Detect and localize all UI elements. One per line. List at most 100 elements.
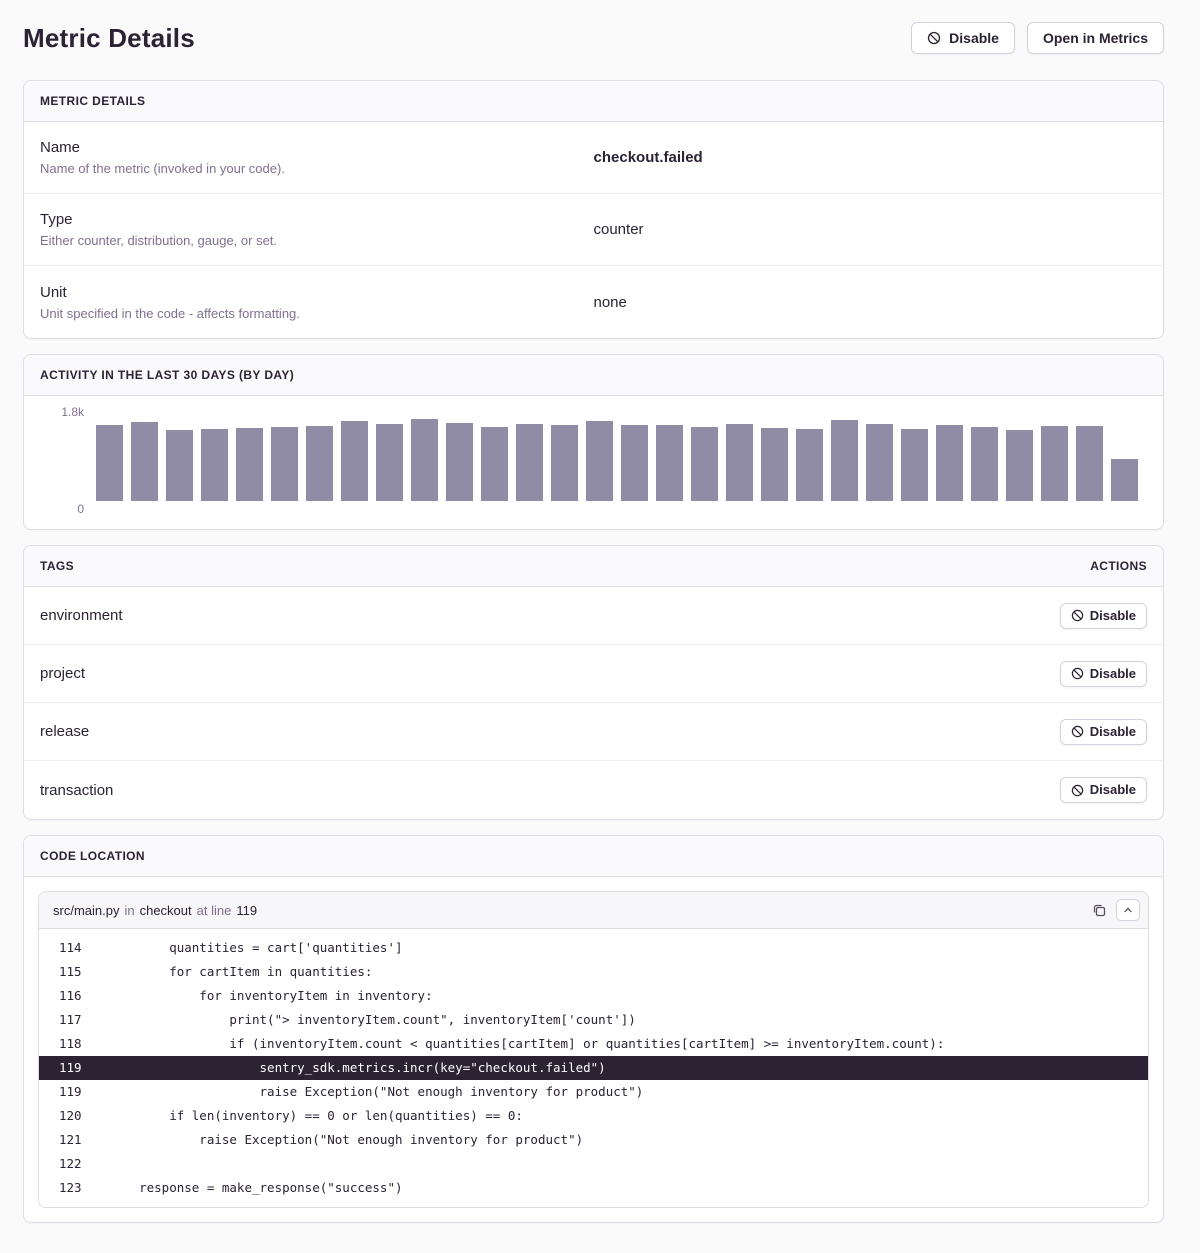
chart-bar[interactable] xyxy=(796,429,823,501)
detail-row-left: Unit Unit specified in the code - affects… xyxy=(40,284,594,321)
tag-row: project Disable xyxy=(24,645,1163,703)
chart-bar[interactable] xyxy=(1006,429,1033,501)
chart-bar[interactable] xyxy=(341,420,368,501)
collapse-code-button[interactable] xyxy=(1116,899,1140,921)
chart-bar[interactable] xyxy=(586,420,613,501)
tag-name: environment xyxy=(40,607,123,624)
code-line-number: 122 xyxy=(59,1156,82,1171)
disable-tag-button[interactable]: Disable xyxy=(1059,777,1147,803)
code-line-text: quantities = cart['quantities'] xyxy=(109,940,403,955)
code-line-text: print("> inventoryItem.count", inventory… xyxy=(109,1012,636,1027)
chart-bar[interactable] xyxy=(236,427,263,501)
disable-tag-label: Disable xyxy=(1089,607,1136,623)
chart-bar[interactable] xyxy=(936,424,963,501)
disable-tag-button[interactable]: Disable xyxy=(1059,660,1147,687)
chart-bar[interactable] xyxy=(481,426,508,501)
chart-bar[interactable] xyxy=(761,428,788,501)
metric-details-panel-header: METRIC DETAILS xyxy=(24,81,1163,122)
code-file-path: src/main.py xyxy=(53,902,120,918)
code-line: 116 for inventoryItem in inventory: xyxy=(39,984,1148,1008)
code-in-word: in xyxy=(124,902,135,918)
chart-bar[interactable] xyxy=(271,426,298,501)
chart-bar[interactable] xyxy=(971,427,998,501)
chart-bar[interactable] xyxy=(201,428,228,501)
chart-bar[interactable] xyxy=(131,422,158,501)
disable-tag-button[interactable]: Disable xyxy=(1059,718,1147,745)
detail-row: Name Name of the metric (invoked in your … xyxy=(24,122,1163,194)
code-line-number: 119 xyxy=(59,1060,82,1075)
chart-bar[interactable] xyxy=(551,424,578,501)
code-location-panel-header: CODE LOCATION xyxy=(24,836,1163,877)
tags-panel: TAGS ACTIONS environment Disable project Di… xyxy=(23,545,1164,820)
chart-bar[interactable] xyxy=(726,424,753,501)
disable-icon xyxy=(1071,609,1083,622)
chart-bar[interactable] xyxy=(901,428,928,501)
chart-bar[interactable] xyxy=(866,424,893,501)
code-line-number: 115 xyxy=(59,964,82,979)
code-line-text: for cartItem in quantities: xyxy=(109,964,373,979)
chart-bar[interactable] xyxy=(1076,425,1103,501)
code-line: 123 response = make_response("success") xyxy=(39,1176,1148,1200)
chart-bar[interactable] xyxy=(656,424,683,501)
code-line: 115 for cartItem in quantities: xyxy=(39,960,1148,984)
top-actions: Disable Open in Metrics xyxy=(911,22,1164,54)
code-line: 121 raise Exception("Not enough inventor… xyxy=(39,1128,1148,1152)
disable-tag-label: Disable xyxy=(1089,665,1136,681)
code-line: 119 sentry_sdk.metrics.incr(key="checkou… xyxy=(39,1056,1148,1080)
detail-label: Name xyxy=(40,139,81,156)
chart-bar[interactable] xyxy=(376,424,403,501)
code-line-number: 120 xyxy=(59,1108,82,1123)
code-location-panel-title: CODE LOCATION xyxy=(40,849,145,863)
code-line-number: 119 xyxy=(59,1084,82,1099)
chart-bar[interactable] xyxy=(831,420,858,501)
code-line-text xyxy=(109,1152,1148,1176)
code-line-text: if len(inventory) == 0 or len(quantities… xyxy=(109,1108,523,1123)
open-in-metrics-label: Open in Metrics xyxy=(1042,30,1148,46)
activity-panel: ACTIVITY IN THE LAST 30 DAYS (BY DAY) 1.… xyxy=(23,354,1164,530)
code-frame: src/main.py in checkout at line 119 114 xyxy=(38,891,1149,1208)
code-line-number: 123 xyxy=(59,1180,82,1195)
detail-row-left: Type Either counter, distribution, gauge,… xyxy=(40,211,594,248)
tag-row: transaction Disable xyxy=(24,761,1163,819)
chart-bar[interactable] xyxy=(1041,425,1068,501)
code-line-text: for inventoryItem in inventory: xyxy=(109,988,433,1003)
disable-metric-button[interactable]: Disable xyxy=(911,22,1015,54)
chart-bar[interactable] xyxy=(446,423,473,501)
activity-chart: 1.8k 0 xyxy=(24,396,1163,529)
chart-bar[interactable] xyxy=(166,429,193,501)
y-axis-max-label: 1.8k xyxy=(61,405,84,419)
tags-actions-column-label: ACTIONS xyxy=(1090,559,1147,573)
detail-row-left: Name Name of the metric (invoked in your … xyxy=(40,139,594,176)
chart-bar[interactable] xyxy=(621,424,648,501)
chart-bar[interactable] xyxy=(1111,459,1138,501)
code-line: 120 if len(inventory) == 0 or len(quanti… xyxy=(39,1104,1148,1128)
code-at-line-word: at line xyxy=(196,902,232,918)
metric-details-panel-title: METRIC DETAILS xyxy=(40,94,146,108)
chart-bar[interactable] xyxy=(691,426,718,501)
top-bar: Metric Details Disable Open in Metrics xyxy=(23,22,1164,54)
disable-tag-button[interactable]: Disable xyxy=(1059,602,1147,629)
tag-row: release Disable xyxy=(24,703,1163,761)
disable-tag-label: Disable xyxy=(1089,782,1136,797)
code-line: 117 print("> inventoryItem.count", inven… xyxy=(39,1008,1148,1032)
tags-rows: environment Disable project Disable release D… xyxy=(24,587,1163,819)
chart-bar[interactable] xyxy=(516,423,543,501)
detail-label: Unit xyxy=(40,283,67,301)
tag-row: environment Disable xyxy=(24,587,1163,645)
code-line-text: response = make_response("success") xyxy=(109,1180,403,1195)
metric-details-panel: METRIC DETAILS Name Name of the metric (i… xyxy=(23,80,1164,339)
chevron-up-icon xyxy=(1124,907,1132,913)
chart-bar[interactable] xyxy=(411,419,438,501)
tag-name: project xyxy=(40,665,86,682)
copy-code-button[interactable] xyxy=(1089,900,1109,920)
chart-bar[interactable] xyxy=(96,424,123,501)
chart-bar[interactable] xyxy=(306,425,333,501)
y-axis-zero-label: 0 xyxy=(77,502,84,516)
code-lines: 114 quantities = cart['quantities'] 115 f… xyxy=(39,929,1148,1207)
disable-metric-label: Disable xyxy=(949,30,999,46)
code-line-text: sentry_sdk.metrics.incr(key="checkout.fa… xyxy=(109,1060,606,1075)
bar-plot xyxy=(96,412,1147,501)
metric-details-rows: Name Name of the metric (invoked in your … xyxy=(24,122,1163,338)
open-in-metrics-button[interactable]: Open in Metrics xyxy=(1026,22,1164,54)
